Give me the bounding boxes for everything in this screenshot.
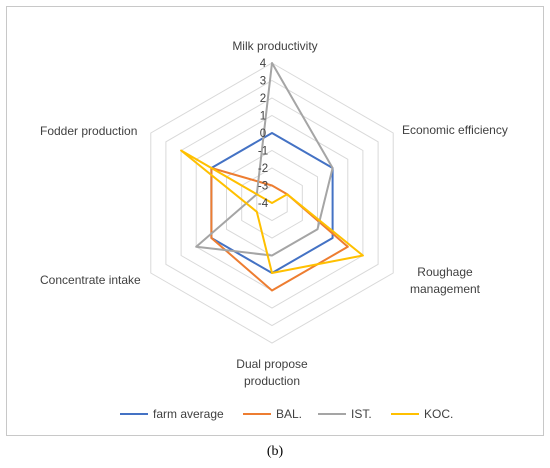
chart-frame bbox=[6, 6, 544, 436]
legend-label: farm average bbox=[153, 407, 224, 421]
radar-chart: 4 3 2 1 0 -1 -2 -3 -4 Milk productivity Economic … bbox=[40, 39, 508, 421]
chart-legend: farm average BAL. IST. KOC. bbox=[120, 407, 453, 421]
axis-label: production bbox=[244, 374, 300, 388]
tick-label: 2 bbox=[260, 93, 266, 105]
axis-label: Roughage bbox=[417, 265, 473, 279]
series-line-koc bbox=[180, 149, 364, 274]
grid-ring bbox=[150, 62, 394, 344]
tick-label: 0 bbox=[260, 128, 266, 140]
series-line-ist bbox=[195, 62, 334, 257]
tick-label: -1 bbox=[258, 146, 268, 158]
grid-ring bbox=[165, 79, 379, 327]
axis-label: Economic efficiency bbox=[402, 123, 508, 137]
legend-label: KOC. bbox=[424, 407, 453, 421]
axis-label: Concentrate intake bbox=[40, 273, 141, 287]
radar-axis-labels: Milk productivity Economic efficiency Roug… bbox=[40, 39, 508, 388]
tick-label: -2 bbox=[258, 163, 268, 175]
tick-label: -3 bbox=[258, 181, 268, 193]
axis-label: Fodder production bbox=[40, 124, 137, 138]
radar-series bbox=[180, 62, 364, 292]
legend-label: BAL. bbox=[276, 407, 302, 421]
tick-label: 4 bbox=[260, 58, 267, 70]
axis-label: Milk productivity bbox=[232, 39, 317, 53]
radar-tick-labels: 4 3 2 1 0 -1 -2 -3 -4 bbox=[258, 58, 269, 210]
tick-label: -4 bbox=[258, 198, 269, 210]
axis-label: management bbox=[410, 282, 481, 296]
legend-label: IST. bbox=[351, 407, 372, 421]
figure-caption: (b) bbox=[266, 444, 284, 459]
tick-label: 1 bbox=[260, 111, 266, 123]
tick-label: 3 bbox=[260, 76, 266, 88]
axis-label: Dual propose bbox=[236, 357, 308, 371]
